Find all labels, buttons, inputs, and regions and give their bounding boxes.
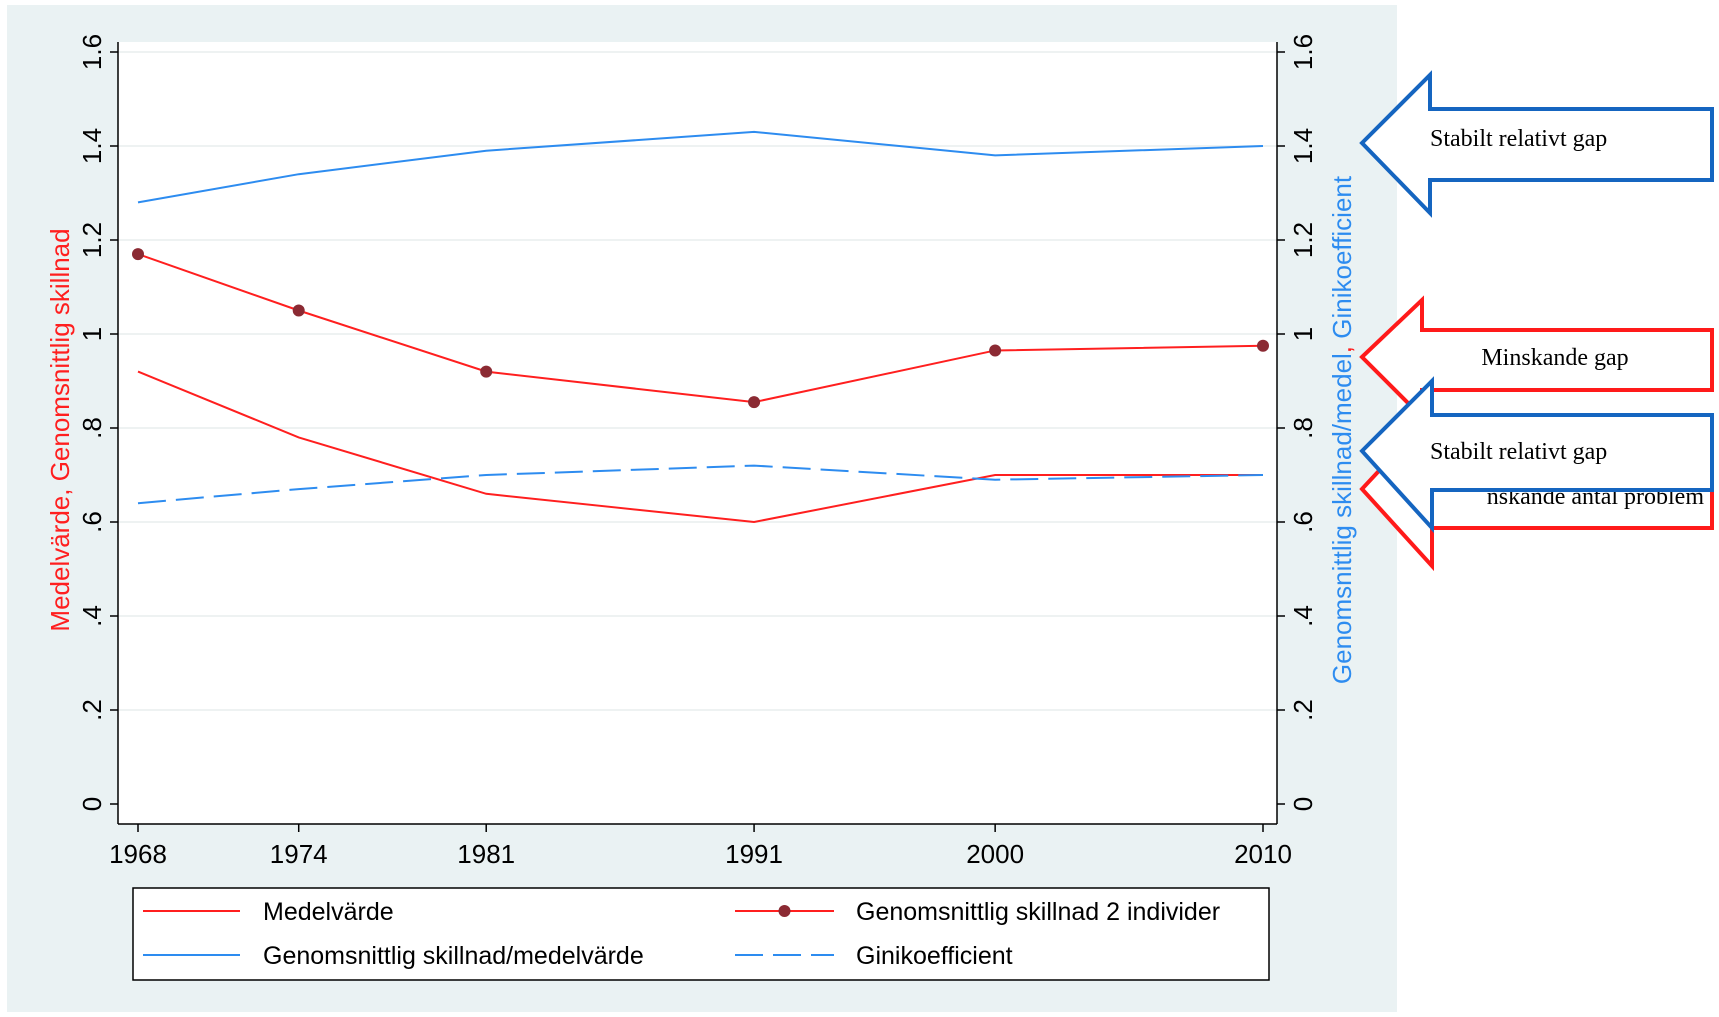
y2-tick-label: .8 bbox=[1288, 417, 1318, 439]
callout-arrow bbox=[1359, 376, 1714, 534]
y-tick-label: 0 bbox=[77, 797, 107, 811]
y-tick-label: .2 bbox=[77, 699, 107, 721]
series-point bbox=[292, 304, 305, 317]
legend-label: Medelvärde bbox=[263, 898, 394, 926]
y2-tick-label: 1 bbox=[1288, 327, 1318, 341]
right-axis-title-separator: , bbox=[1327, 339, 1357, 353]
y-tick-label: .4 bbox=[77, 605, 107, 627]
series-point bbox=[989, 344, 1002, 357]
x-tick-label: 2000 bbox=[966, 839, 1024, 869]
legend-label: Genomsnittlig skillnad 2 individer bbox=[856, 898, 1220, 926]
y-tick-label: 1 bbox=[77, 327, 107, 341]
legend-label: Genomsnittlig skillnad/medelvärde bbox=[263, 942, 644, 970]
series-line-2 bbox=[137, 130, 1264, 204]
y2-tick-label: 1.2 bbox=[1288, 222, 1318, 258]
plot-area bbox=[118, 42, 1277, 824]
right-axis-title: Genomsnittlig skillnad/medel, Ginikoeffi… bbox=[1327, 175, 1357, 684]
series-line-0 bbox=[137, 370, 1263, 524]
left-axis-title: Medelvärde, Genomsnittlig skillnad bbox=[45, 228, 75, 631]
series-point bbox=[480, 365, 493, 378]
x-tick-label: 1981 bbox=[457, 839, 515, 869]
series-point bbox=[748, 396, 761, 409]
y2-tick-label: .4 bbox=[1288, 605, 1318, 627]
y2-tick-label: .2 bbox=[1288, 699, 1318, 721]
y-tick-label: .8 bbox=[77, 417, 107, 439]
y-tick-label: 1.4 bbox=[77, 128, 107, 164]
callout-label: Stabilt relativt gap bbox=[1430, 439, 1607, 465]
x-tick-label: 1968 bbox=[109, 839, 167, 869]
legend-marker bbox=[778, 905, 791, 917]
right-axis-title-part1: Genomsnittlig skillnad/medel bbox=[1327, 353, 1357, 684]
callout-label: Stabilt relativt gap bbox=[1430, 126, 1607, 152]
series bbox=[132, 130, 1269, 524]
x-tick-label: 1991 bbox=[725, 839, 783, 869]
series-point bbox=[1257, 339, 1269, 352]
y2-tick-label: .6 bbox=[1288, 511, 1318, 533]
y-tick-label: 1.2 bbox=[77, 222, 107, 258]
x-tick-label: 1974 bbox=[270, 839, 328, 869]
y-tick-label: 1.6 bbox=[77, 34, 107, 70]
series-point bbox=[132, 248, 144, 261]
callout-label: Minskande gap bbox=[1481, 345, 1628, 371]
y2-tick-label: 1.4 bbox=[1288, 128, 1318, 164]
series-line-3 bbox=[137, 464, 1264, 505]
legend: Medelvärde Genomsnittlig skillnad 2 indiv… bbox=[132, 887, 1270, 981]
legend-label: Ginikoefficient bbox=[856, 942, 1013, 970]
gridlines bbox=[118, 51, 1277, 711]
y2-tick-label: 1.6 bbox=[1288, 34, 1318, 70]
y-tick-label: .6 bbox=[77, 511, 107, 533]
legend-box bbox=[132, 887, 1270, 981]
right-axis-title-part2: Ginikoefficient bbox=[1327, 175, 1357, 339]
callout-arrow bbox=[1359, 70, 1714, 218]
axes: 0 0 .2 .2 .4 .4 .6 .6 .8 .8 1 1 1.2 1.2 1.4 1.4 1.6 1.6 19… bbox=[77, 34, 1318, 869]
y2-tick-label: 0 bbox=[1288, 797, 1318, 811]
series-line-1 bbox=[137, 253, 1264, 404]
x-tick-label: 2010 bbox=[1234, 839, 1292, 869]
